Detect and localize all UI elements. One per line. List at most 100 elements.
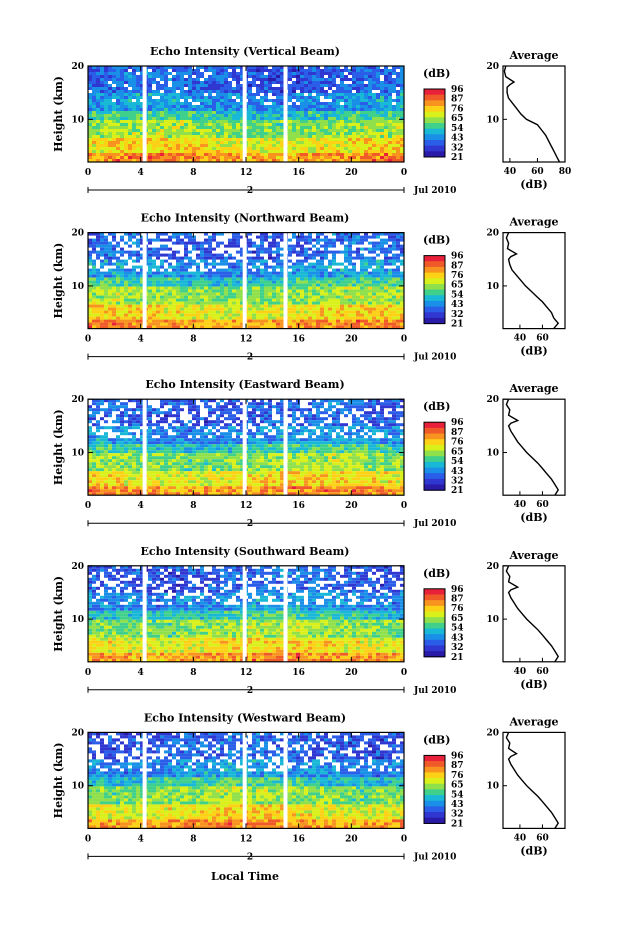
- heatmap-cell: [232, 289, 236, 293]
- heatmap-cell: [192, 271, 196, 275]
- heatmap-cell: [152, 159, 156, 162]
- heatmap-cell: [340, 232, 344, 236]
- heatmap-cell: [140, 268, 144, 272]
- heatmap-cell: [212, 301, 216, 305]
- heatmap-cell: [308, 241, 312, 245]
- heatmap-cell: [168, 313, 172, 317]
- colorbar-segment: [424, 89, 445, 96]
- heatmap-cell: [128, 298, 132, 302]
- heatmap-cell: [328, 114, 332, 117]
- heatmap-cell: [104, 96, 108, 99]
- heatmap-cell: [380, 241, 384, 245]
- heatmap-cell: [176, 132, 180, 135]
- heatmap-cell: [380, 111, 384, 114]
- heatmap-cell: [140, 292, 144, 296]
- heatmap-cell: [192, 247, 196, 251]
- heatmap-cell: [348, 304, 352, 308]
- heatmap-cell: [252, 78, 256, 81]
- heatmap-cell: [272, 90, 276, 93]
- heatmap-cell: [364, 156, 368, 159]
- heatmap-cell: [364, 298, 368, 302]
- heatmap-cell: [216, 274, 220, 278]
- heatmap-cell: [316, 99, 320, 102]
- heatmap-cell: [112, 87, 116, 90]
- heatmap-cell: [160, 286, 164, 290]
- heatmap-cell: [180, 280, 184, 284]
- heatmap-cell: [176, 262, 180, 266]
- heatmap-cell: [264, 75, 268, 78]
- heatmap-cell: [352, 159, 356, 162]
- heatmap-cell: [260, 301, 264, 305]
- heatmap-cell: [184, 262, 188, 266]
- heatmap-cell: [312, 102, 316, 105]
- heatmap-cell: [256, 93, 260, 96]
- heatmap-cell: [128, 289, 132, 293]
- heatmap-cell: [276, 105, 280, 108]
- heatmap-cell: [360, 238, 364, 242]
- heatmap-cell: [124, 135, 128, 138]
- heatmap-cell: [204, 265, 208, 269]
- heatmap-cell: [400, 153, 404, 156]
- heatmap-cell: [172, 159, 176, 162]
- heatmap-cell: [384, 274, 388, 278]
- heatmap-cell: [316, 105, 320, 108]
- heatmap-cell: [240, 96, 244, 99]
- heatmap-cell: [336, 105, 340, 108]
- heatmap-cell: [308, 265, 312, 269]
- heatmap-cell: [132, 235, 136, 239]
- heatmap-cell: [308, 135, 312, 138]
- heatmap-cell: [300, 274, 304, 278]
- heatmap-cell: [280, 399, 284, 403]
- heatmap-cell: [288, 108, 292, 111]
- heatmap-cell: [352, 277, 356, 281]
- heatmap-cell: [356, 271, 360, 275]
- heatmap-cell: [364, 90, 368, 93]
- heatmap-cell: [400, 310, 404, 314]
- heatmap-cell: [392, 274, 396, 278]
- heatmap-cell: [348, 399, 352, 403]
- heatmap-cell: [164, 90, 168, 93]
- heatmap-cell: [92, 298, 96, 302]
- heatmap-cell: [340, 304, 344, 308]
- heatmap-cell: [192, 313, 196, 317]
- heatmap-cell: [172, 126, 176, 129]
- heatmap-cell: [236, 277, 240, 281]
- heatmap-cell: [224, 283, 228, 287]
- heatmap-cell: [396, 325, 400, 329]
- heatmap-cell: [196, 72, 200, 75]
- heatmap-cell: [120, 153, 124, 156]
- heatmap-cell: [256, 156, 260, 159]
- heatmap-cell: [260, 322, 264, 326]
- heatmap-cell: [360, 120, 364, 123]
- heatmap-cell: [272, 120, 276, 123]
- heatmap-cell: [356, 153, 360, 156]
- heatmap-cell: [364, 141, 368, 144]
- heatmap-cell: [164, 123, 168, 126]
- heatmap-cell: [384, 277, 388, 281]
- heatmap-cell: [124, 319, 128, 323]
- heatmap-cell: [288, 141, 292, 144]
- colorbar-tick-label: 65: [451, 281, 464, 291]
- heatmap-cell: [212, 84, 216, 87]
- heatmap-cell: [140, 72, 144, 75]
- heatmap-cell: [364, 271, 368, 275]
- heatmap-cell: [188, 408, 192, 412]
- heatmap-cell: [236, 259, 240, 263]
- heatmap-cell: [304, 280, 308, 284]
- heatmap-cell: [252, 289, 256, 293]
- heatmap-cell: [184, 256, 188, 260]
- heatmap-cell: [328, 66, 332, 69]
- heatmap-cell: [352, 307, 356, 311]
- heatmap-cell: [152, 75, 156, 78]
- heatmap-cell: [184, 289, 188, 293]
- heatmap-cell: [360, 304, 364, 308]
- heatmap-cell: [220, 75, 224, 78]
- heatmap-cell: [172, 87, 176, 90]
- heatmap-cell: [180, 256, 184, 260]
- heatmap-cell: [384, 102, 388, 105]
- heatmap-cell: [332, 238, 336, 242]
- heatmap-cell: [272, 286, 276, 290]
- heatmap-cell: [228, 274, 232, 278]
- heatmap-cell: [192, 117, 196, 120]
- heatmap-cell: [92, 78, 96, 81]
